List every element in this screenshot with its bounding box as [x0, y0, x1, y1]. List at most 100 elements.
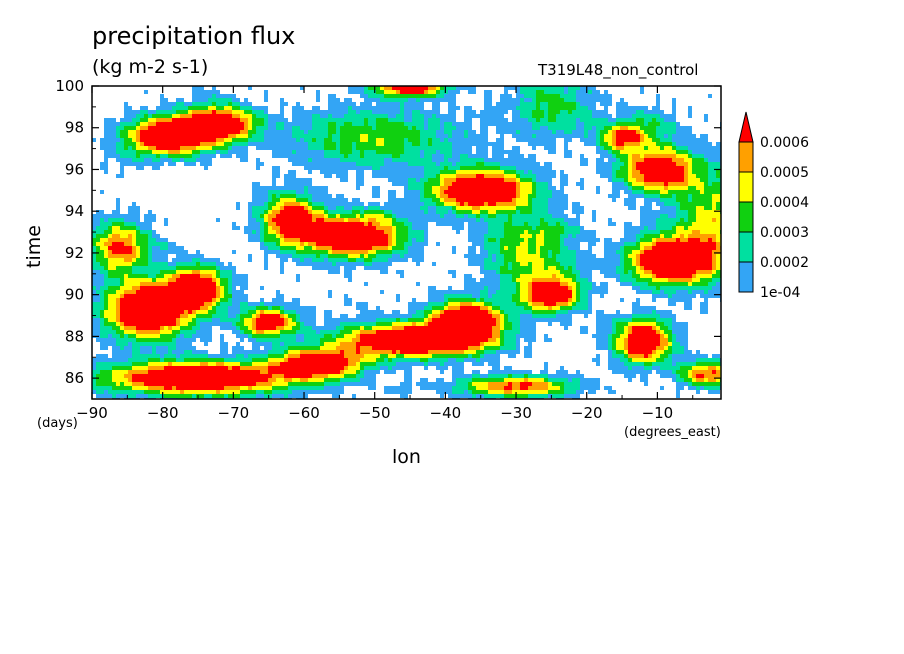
- field-cell: [452, 118, 456, 122]
- field-cell: [528, 222, 532, 226]
- field-cell: [128, 118, 132, 122]
- field-cell: [128, 226, 132, 230]
- field-cell: [204, 146, 208, 150]
- field-cell: [496, 254, 500, 258]
- field-cell: [424, 222, 428, 226]
- field-cell: [628, 206, 632, 210]
- field-cell: [556, 190, 560, 194]
- field-cell: [488, 218, 492, 222]
- field-cell: [376, 226, 380, 230]
- field-cell: [492, 182, 496, 186]
- field-cell: [256, 110, 260, 114]
- field-cell: [476, 154, 480, 158]
- field-cell: [504, 166, 508, 170]
- field-cell: [556, 90, 560, 94]
- field-cell: [248, 218, 252, 222]
- field-cell: [676, 202, 680, 206]
- field-cell: [680, 126, 684, 130]
- field-cell: [448, 182, 452, 186]
- field-cell: [424, 198, 428, 202]
- field-cell: [296, 122, 300, 126]
- field-cell: [712, 190, 716, 194]
- field-cell: [712, 158, 716, 162]
- field-cell: [240, 154, 244, 158]
- field-cell: [680, 218, 684, 222]
- field-cell: [632, 202, 636, 206]
- field-cell: [520, 218, 524, 222]
- field-cell: [112, 138, 116, 142]
- field-cell: [176, 154, 180, 158]
- field-cell: [304, 194, 308, 198]
- field-cell: [348, 222, 352, 226]
- field-cell: [332, 142, 336, 146]
- field-cell: [332, 126, 336, 130]
- field-cell: [300, 118, 304, 122]
- field-cell: [632, 238, 636, 242]
- field-cell: [516, 130, 520, 134]
- field-cell: [176, 110, 180, 114]
- field-cell: [528, 254, 532, 258]
- field-cell: [344, 110, 348, 114]
- field-cell: [408, 182, 412, 186]
- field-cell: [376, 222, 380, 226]
- field-cell: [716, 158, 720, 162]
- field-cell: [532, 218, 536, 222]
- field-cell: [496, 114, 500, 118]
- field-cell: [324, 226, 328, 230]
- field-cell: [136, 166, 140, 170]
- field-cell: [556, 246, 560, 250]
- field-cell: [712, 146, 716, 150]
- field-cell: [512, 106, 516, 110]
- field-cell: [264, 186, 268, 190]
- field-cell: [548, 190, 552, 194]
- field-cell: [148, 210, 152, 214]
- field-cell: [580, 254, 584, 258]
- field-cell: [196, 110, 200, 114]
- field-cell: [308, 222, 312, 226]
- field-cell: [664, 242, 668, 246]
- field-cell: [256, 122, 260, 126]
- field-cell: [308, 142, 312, 146]
- field-cell: [660, 122, 664, 126]
- field-cell: [128, 138, 132, 142]
- field-cell: [436, 174, 440, 178]
- field-cell: [468, 178, 472, 182]
- field-cell: [580, 186, 584, 190]
- field-cell: [220, 130, 224, 134]
- field-cell: [396, 110, 400, 114]
- field-cell: [200, 98, 204, 102]
- field-cell: [440, 174, 444, 178]
- field-cell: [664, 114, 668, 118]
- field-cell: [312, 114, 316, 118]
- field-cell: [316, 226, 320, 230]
- field-cell: [680, 198, 684, 202]
- field-cell: [632, 190, 636, 194]
- field-cell: [412, 246, 416, 250]
- field-cell: [216, 134, 220, 138]
- y-axis-units: (days): [37, 416, 78, 431]
- field-cell: [268, 118, 272, 122]
- field-cell: [544, 170, 548, 174]
- field-cell: [344, 234, 348, 238]
- field-cell: [292, 138, 296, 142]
- field-cell: [508, 106, 512, 110]
- field-cell: [324, 202, 328, 206]
- field-cell: [472, 186, 476, 190]
- field-cell: [520, 254, 524, 258]
- field-cell: [424, 122, 428, 126]
- field-cell: [488, 90, 492, 94]
- field-cell: [692, 142, 696, 146]
- field-cell: [276, 202, 280, 206]
- field-cell: [432, 114, 436, 118]
- field-cell: [344, 106, 348, 110]
- field-cell: [372, 254, 376, 258]
- field-cell: [500, 158, 504, 162]
- field-cell: [364, 90, 368, 94]
- field-cell: [260, 218, 264, 222]
- field-cell: [144, 122, 148, 126]
- field-cell: [680, 238, 684, 242]
- field-cell: [292, 110, 296, 114]
- field-cell: [292, 234, 296, 238]
- field-cell: [140, 242, 144, 246]
- field-cell: [204, 138, 208, 142]
